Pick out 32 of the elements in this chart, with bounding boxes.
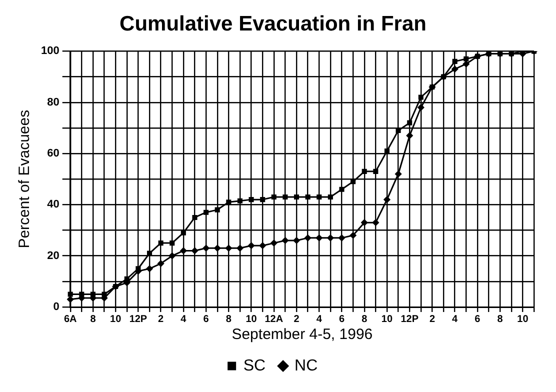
- x-tick-label: 6A: [64, 314, 77, 325]
- y-tick-label: 100: [40, 45, 60, 58]
- x-tick-label: 10: [381, 314, 393, 325]
- y-tick-label: 20: [47, 250, 60, 262]
- x-tick-label: 12A: [264, 314, 284, 325]
- legend-label: SC: [243, 357, 266, 374]
- x-tick-label: 6: [338, 314, 345, 325]
- x-tick-label: 10: [517, 314, 529, 325]
- y-axis-title: Percent of Evacuees: [16, 110, 34, 248]
- x-tick-label: 10: [246, 314, 258, 325]
- x-tick-label: 6: [203, 314, 210, 325]
- y-tick-label: 80: [47, 96, 60, 108]
- x-tick-label: 6: [474, 314, 481, 325]
- x-tick-label: 12P: [129, 314, 148, 325]
- legend-label: NC: [294, 357, 318, 374]
- x-tick-label: 8: [497, 314, 504, 325]
- x-tick-label: 2: [158, 314, 164, 325]
- x-tick-label: 2: [294, 314, 300, 325]
- x-tick-label: 8: [226, 314, 232, 325]
- x-tick-label: 4: [316, 314, 322, 325]
- x-tick-label: 12P: [400, 314, 419, 325]
- x-tick-label: 8: [90, 314, 96, 325]
- y-tick-label: 40: [47, 198, 60, 211]
- y-tick-label: 0: [53, 301, 60, 314]
- x-tick-label: 4: [452, 314, 458, 325]
- x-tick-label: 10: [110, 314, 122, 325]
- y-tick-label: 60: [47, 148, 60, 160]
- x-tick-label: 4: [180, 314, 187, 325]
- x-tick-label: 8: [362, 314, 368, 325]
- x-axis-title: September 4-5, 1996: [232, 326, 373, 344]
- x-tick-label: 2: [429, 314, 436, 325]
- chart-title: Cumulative Evacuation in Fran: [120, 12, 426, 36]
